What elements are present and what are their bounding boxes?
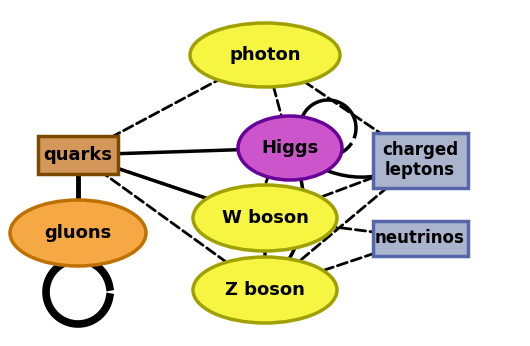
Text: gluons: gluons [45,224,112,242]
Ellipse shape [193,185,337,251]
Text: charged
leptons: charged leptons [382,140,458,179]
Text: neutrinos: neutrinos [375,229,465,247]
FancyBboxPatch shape [38,136,118,174]
Text: Z boson: Z boson [225,281,305,299]
Text: photon: photon [229,46,301,64]
Ellipse shape [193,257,337,323]
Text: Higgs: Higgs [261,139,319,157]
FancyBboxPatch shape [373,133,467,188]
Ellipse shape [10,200,146,266]
Ellipse shape [238,116,342,180]
Ellipse shape [190,23,340,87]
FancyBboxPatch shape [373,220,467,255]
Text: W boson: W boson [222,209,308,227]
Text: quarks: quarks [43,146,112,164]
